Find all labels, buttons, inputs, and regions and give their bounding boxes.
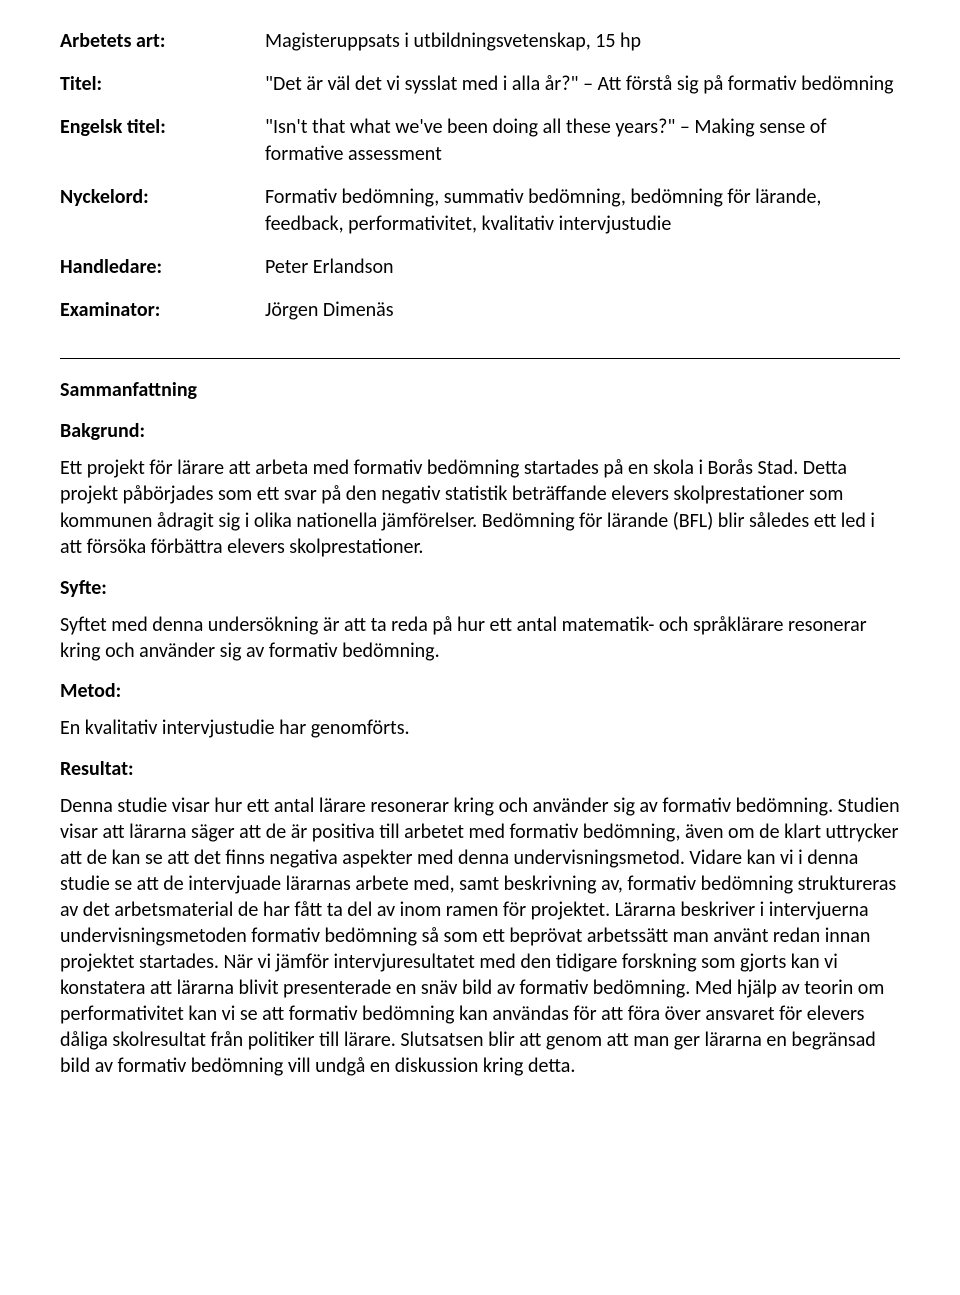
meta-row-engelsk-titel: Engelsk titel: "Isn't that what we've be… xyxy=(60,114,900,184)
document-page: Arbetets art: Magisteruppsats i utbildni… xyxy=(0,0,960,1295)
method-heading: Metod: xyxy=(60,678,900,705)
meta-label: Nyckelord: xyxy=(60,184,265,254)
summary-heading: Sammanfattning xyxy=(60,377,900,404)
method-text: En kvalitativ intervjustudie har genomfö… xyxy=(60,715,900,741)
purpose-heading: Syfte: xyxy=(60,575,900,602)
meta-label: Arbetets art: xyxy=(60,28,265,71)
meta-value: "Isn't that what we've been doing all th… xyxy=(265,114,900,184)
background-heading: Bakgrund: xyxy=(60,418,900,445)
meta-label: Handledare: xyxy=(60,254,265,297)
meta-value: Magisteruppsats i utbildningsvetenskap, … xyxy=(265,28,900,71)
meta-row-nyckelord: Nyckelord: Formativ bedömning, summativ … xyxy=(60,184,900,254)
meta-label: Titel: xyxy=(60,71,265,114)
background-text: Ett projekt för lärare att arbeta med fo… xyxy=(60,455,900,561)
result-heading: Resultat: xyxy=(60,756,900,783)
meta-value: Peter Erlandson xyxy=(265,254,900,297)
meta-value: Jörgen Dimenäs xyxy=(265,297,900,340)
metadata-table: Arbetets art: Magisteruppsats i utbildni… xyxy=(60,28,900,340)
purpose-text: Syftet med denna undersökning är att ta … xyxy=(60,612,900,665)
section-divider xyxy=(60,358,900,359)
meta-row-handledare: Handledare: Peter Erlandson xyxy=(60,254,900,297)
meta-label: Engelsk titel: xyxy=(60,114,265,184)
result-text: Denna studie visar hur ett antal lärare … xyxy=(60,793,900,1079)
meta-row-titel: Titel: "Det är väl det vi sysslat med i … xyxy=(60,71,900,114)
meta-label: Examinator: xyxy=(60,297,265,340)
meta-value: Formativ bedömning, summativ bedömning, … xyxy=(265,184,900,254)
meta-row-arbetets-art: Arbetets art: Magisteruppsats i utbildni… xyxy=(60,28,900,71)
meta-value: "Det är väl det vi sysslat med i alla år… xyxy=(265,71,900,114)
meta-row-examinator: Examinator: Jörgen Dimenäs xyxy=(60,297,900,340)
